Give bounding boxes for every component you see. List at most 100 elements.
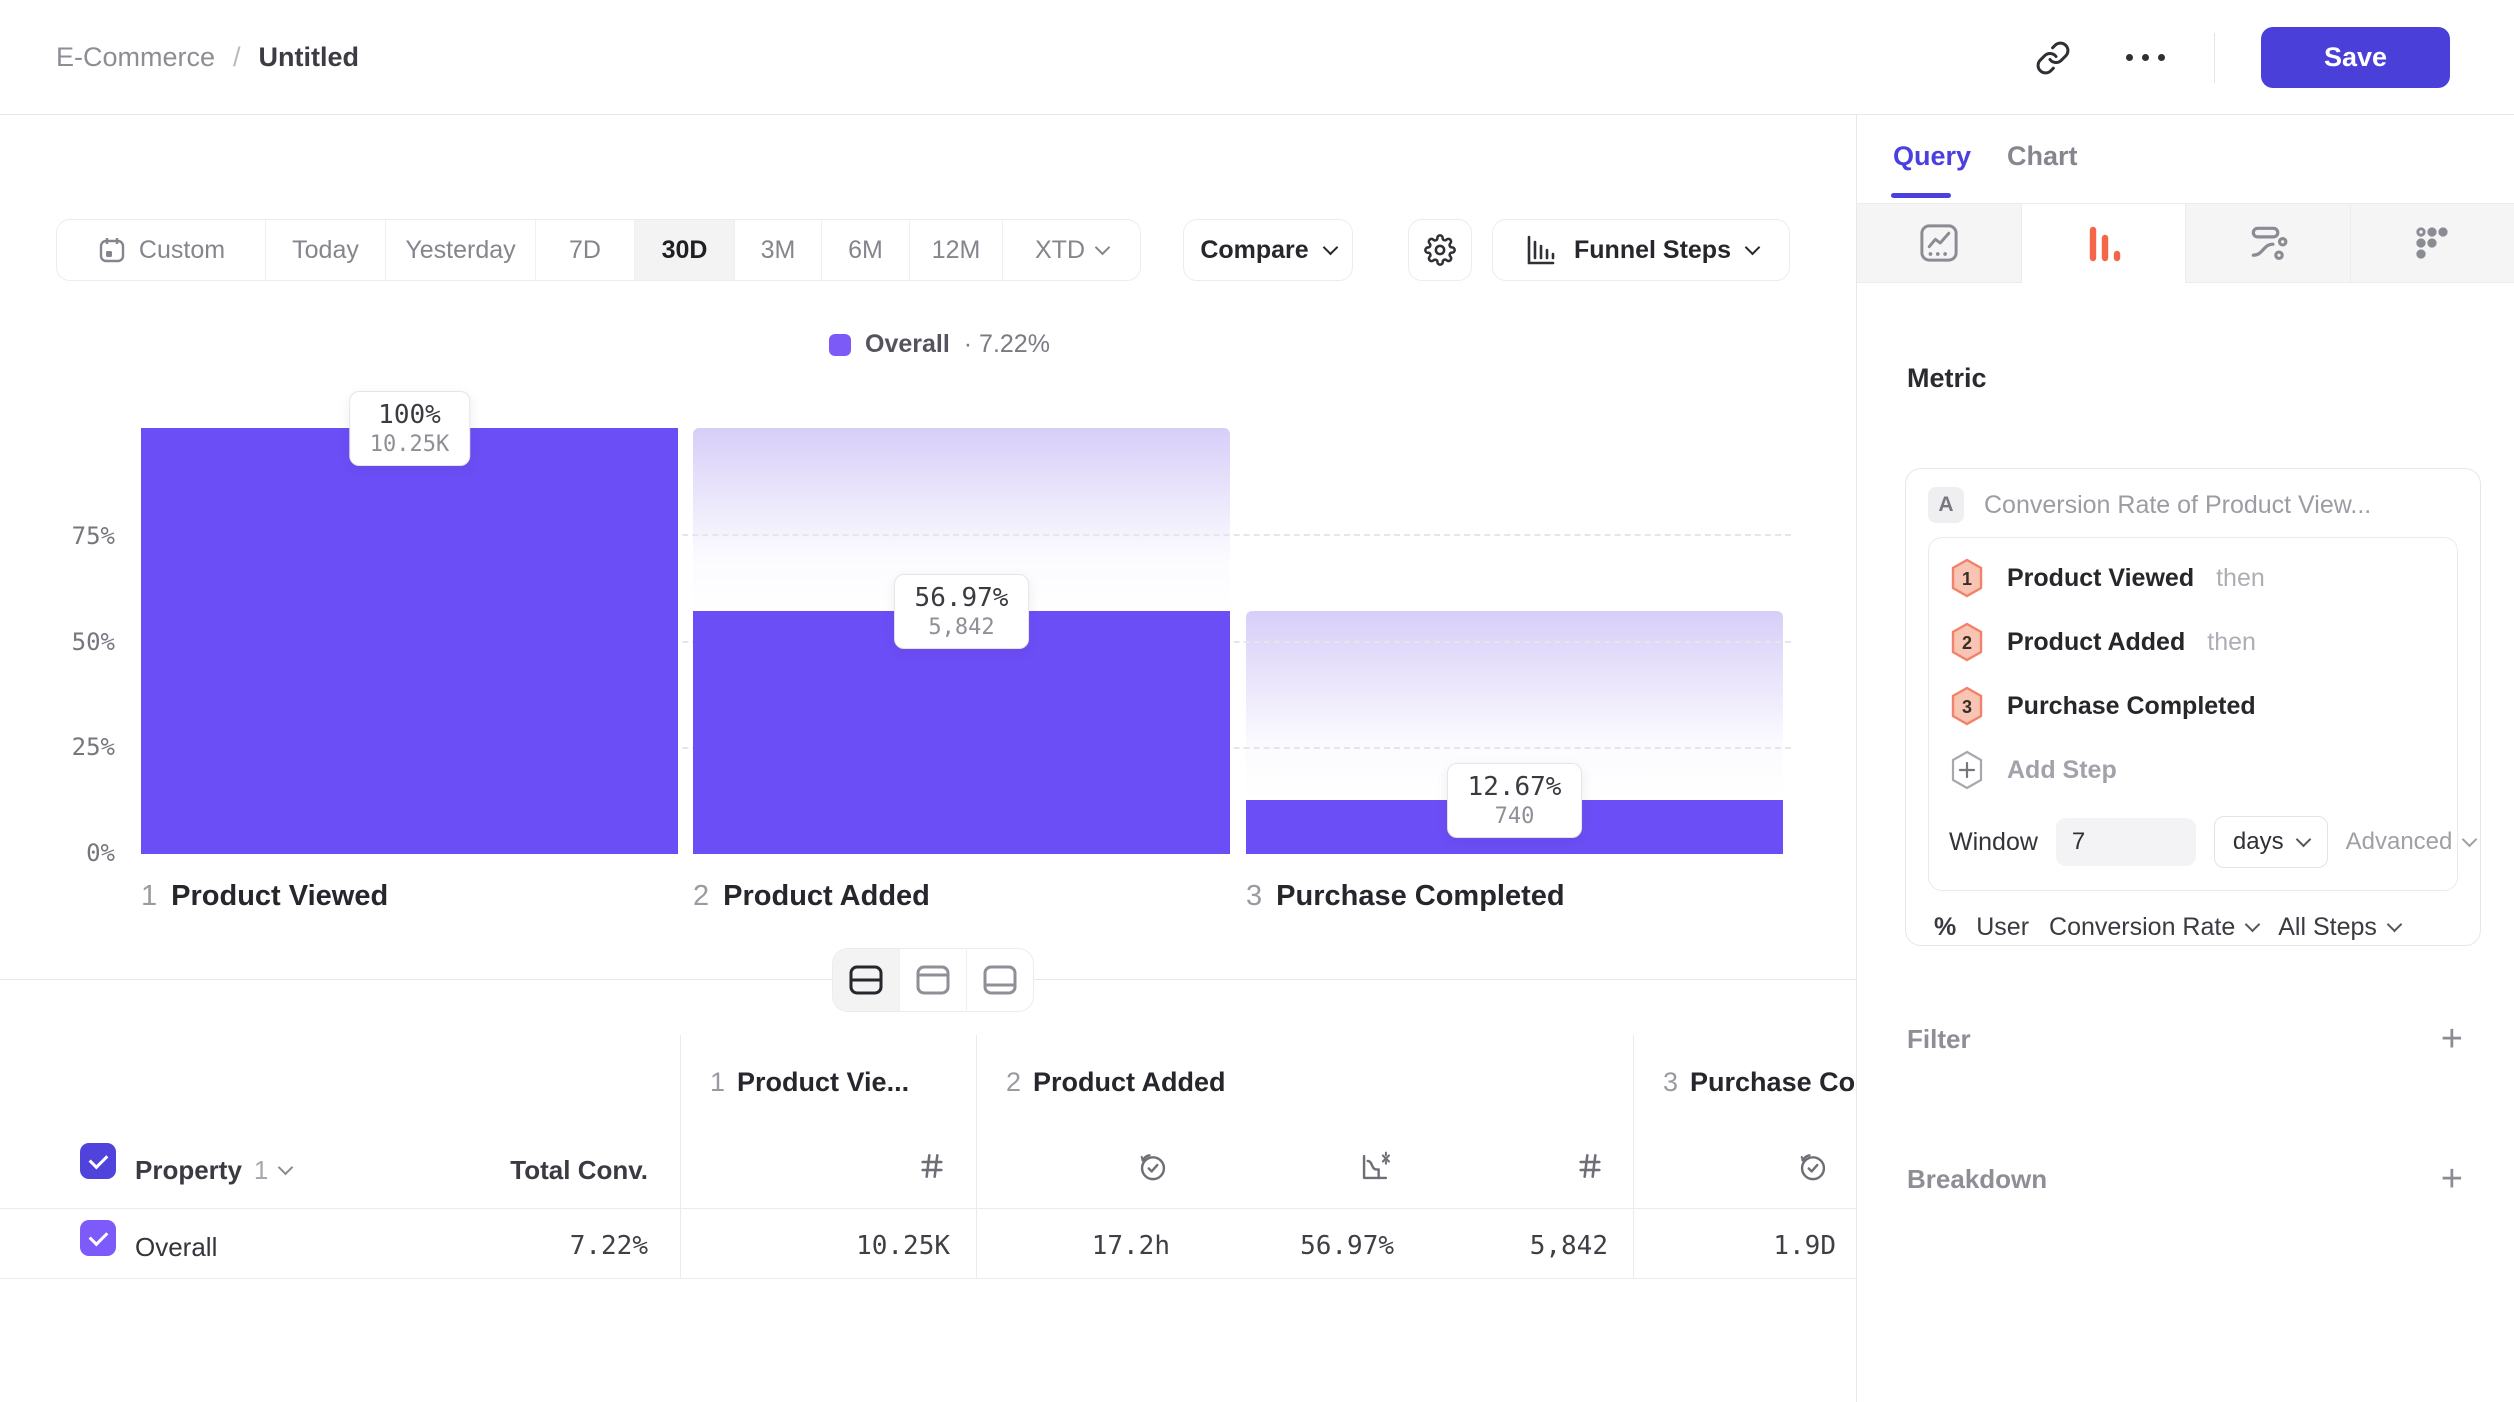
overall-total-conversion-value: 7.22% — [569, 1231, 648, 1261]
view-toggle-chart-only[interactable] — [900, 949, 967, 1011]
funnel-bar-step-3[interactable]: 12.67% 740 — [1246, 428, 1783, 854]
funnel-solid-bar — [141, 428, 678, 854]
legend-swatch — [829, 333, 851, 356]
measure-scope-dropdown[interactable]: All Steps — [2278, 913, 2403, 942]
compare-button[interactable]: Compare — [1183, 219, 1353, 281]
date-range-30d-selected[interactable]: 30D — [635, 220, 735, 280]
tab-insights-chart[interactable] — [1857, 204, 2022, 283]
step-name: Product Viewed — [171, 880, 389, 912]
time-to-convert-icon[interactable] — [1796, 1150, 1830, 1184]
calendar-icon — [97, 235, 127, 265]
chart-legend[interactable]: Overall · 7.22% — [829, 330, 1050, 359]
funnel-bar-step-2[interactable]: 56.97% 5,842 — [693, 428, 1230, 854]
more-options-button[interactable] — [2122, 35, 2168, 81]
active-tab-underline — [1891, 193, 1951, 198]
add-step-button[interactable]: Add Step — [1949, 738, 2437, 802]
view-toggle-split[interactable] — [833, 949, 900, 1011]
property-label: Property — [135, 1155, 242, 1185]
topbar-divider — [2214, 32, 2215, 83]
step-name: Purchase Completed — [1276, 880, 1565, 912]
advanced-label: Advanced — [2345, 828, 2453, 855]
conversion-rate-icon[interactable] — [1358, 1150, 1392, 1184]
step-suffix: then — [2207, 627, 2256, 656]
chart-type-button[interactable]: Funnel Steps — [1492, 219, 1790, 281]
date-range-12m[interactable]: 12M — [910, 220, 1003, 280]
metric-type-tabs — [1857, 203, 2514, 283]
add-filter-button[interactable]: + — [2440, 1018, 2463, 1060]
funnel-bar-step-1[interactable]: 100% 10.25K — [141, 391, 678, 854]
date-range-today[interactable]: Today — [266, 220, 386, 280]
data-label-pct: 56.97% — [914, 583, 1009, 614]
breadcrumb-current[interactable]: Untitled — [258, 42, 360, 72]
date-range-3m[interactable]: 3M — [735, 220, 822, 280]
query-step-1[interactable]: 1 Product Viewed then — [1949, 546, 2437, 610]
add-breakdown-button[interactable]: + — [2440, 1158, 2463, 1200]
save-button[interactable]: Save — [2261, 27, 2450, 88]
funnel-plot: 100% 10.25K 56.97% 5,842 12.67% 740 — [141, 391, 1791, 854]
table-header-border — [0, 1208, 1856, 1209]
hash-icon[interactable] — [1574, 1150, 1606, 1182]
date-range-custom[interactable]: Custom — [57, 220, 266, 280]
window-unit-dropdown[interactable]: days — [2213, 816, 2328, 868]
breakdown-heading: Breakdown — [1907, 1163, 2048, 1194]
step-event-name: Purchase Completed — [2007, 691, 2256, 720]
step-number: 3 — [1246, 880, 1263, 912]
total-conversion-header[interactable]: Total Conv. — [510, 1155, 648, 1185]
step-3-hexagon-badge: 3 — [1949, 686, 1985, 726]
date-range-yesterday[interactable]: Yesterday — [386, 220, 536, 280]
bottom-panel-view-icon — [982, 964, 1018, 996]
advanced-dropdown[interactable]: Advanced — [2345, 828, 2478, 856]
chevron-down-icon — [278, 1159, 294, 1176]
query-step-2[interactable]: 2 Product Added then — [1949, 610, 2437, 674]
query-step-3[interactable]: 3 Purchase Completed — [1949, 674, 2437, 738]
view-toggle-table-only[interactable] — [967, 949, 1033, 1011]
tab-segments-chart[interactable] — [2350, 204, 2514, 283]
data-label-count: 740 — [1494, 804, 1535, 830]
breadcrumb-parent[interactable]: E-Commerce — [56, 42, 216, 72]
data-label-count: 5,842 — [928, 615, 995, 641]
compare-label: Compare — [1200, 235, 1309, 264]
svg-text:1: 1 — [1962, 569, 1972, 589]
table-step-header-2[interactable]: 2 Product Added — [1006, 1067, 1226, 1098]
tab-chart[interactable]: Chart — [2007, 141, 2078, 171]
add-step-hexagon-icon — [1949, 750, 1985, 790]
funnel-step-label-3: 3 Purchase Completed — [1246, 880, 1565, 913]
table-cell-value: 56.97% — [1300, 1231, 1394, 1261]
step-name: Product Added — [723, 880, 930, 912]
measured-as-row: % User Conversion Rate All Steps — [1906, 891, 2480, 942]
step-number: 2 — [693, 880, 710, 912]
measure-entity[interactable]: User — [1976, 913, 2030, 941]
date-range-label: 30D — [661, 235, 708, 264]
time-to-convert-icon[interactable] — [1136, 1150, 1170, 1184]
line-chart-icon — [1917, 221, 1961, 265]
chart-settings-button[interactable] — [1408, 219, 1472, 281]
date-range-6m[interactable]: 6M — [822, 220, 910, 280]
metric-series-row[interactable]: A Conversion Rate of Product View... — [1906, 469, 2480, 537]
step-title: Product Vie... — [737, 1067, 910, 1097]
step-number: 3 — [1663, 1067, 1679, 1097]
table-step-header-3[interactable]: 3 Purchase Completed — [1663, 1067, 1856, 1098]
percent-icon: % — [1934, 913, 1957, 941]
table-step-header-1[interactable]: 1 Product Vie... — [710, 1067, 909, 1098]
step-2-hexagon-badge: 2 — [1949, 622, 1985, 662]
legend-series-name: Overall — [865, 330, 950, 358]
chevron-down-icon — [2462, 831, 2478, 847]
data-label-pct: 100% — [378, 400, 441, 430]
tab-flows-chart[interactable] — [2186, 204, 2351, 283]
hash-icon[interactable] — [916, 1150, 948, 1182]
window-value-input[interactable] — [2055, 818, 2196, 866]
date-range-7d[interactable]: 7D — [536, 220, 635, 280]
chevron-down-icon — [1094, 239, 1111, 255]
metric-section-heading: Metric — [1907, 363, 1987, 393]
overall-row-checkbox[interactable] — [80, 1220, 116, 1256]
date-range-xtd[interactable]: XTD — [1003, 220, 1140, 280]
measure-metric-dropdown[interactable]: Conversion Rate — [2049, 913, 2261, 942]
tab-query[interactable]: Query — [1893, 141, 1972, 171]
property-dropdown[interactable]: Property 1 — [135, 1155, 294, 1186]
tab-funnel-chart-selected[interactable] — [2021, 204, 2186, 283]
main-content-area: Custom Today Yesterday 7D 30D 3M 6M 12M … — [0, 115, 1857, 1402]
share-link-button[interactable] — [2030, 35, 2076, 81]
step-1-hexagon-badge: 1 — [1949, 558, 1985, 598]
metric-card: A Conversion Rate of Product View... 1 P… — [1905, 468, 2481, 946]
select-all-checkbox[interactable] — [80, 1143, 116, 1179]
